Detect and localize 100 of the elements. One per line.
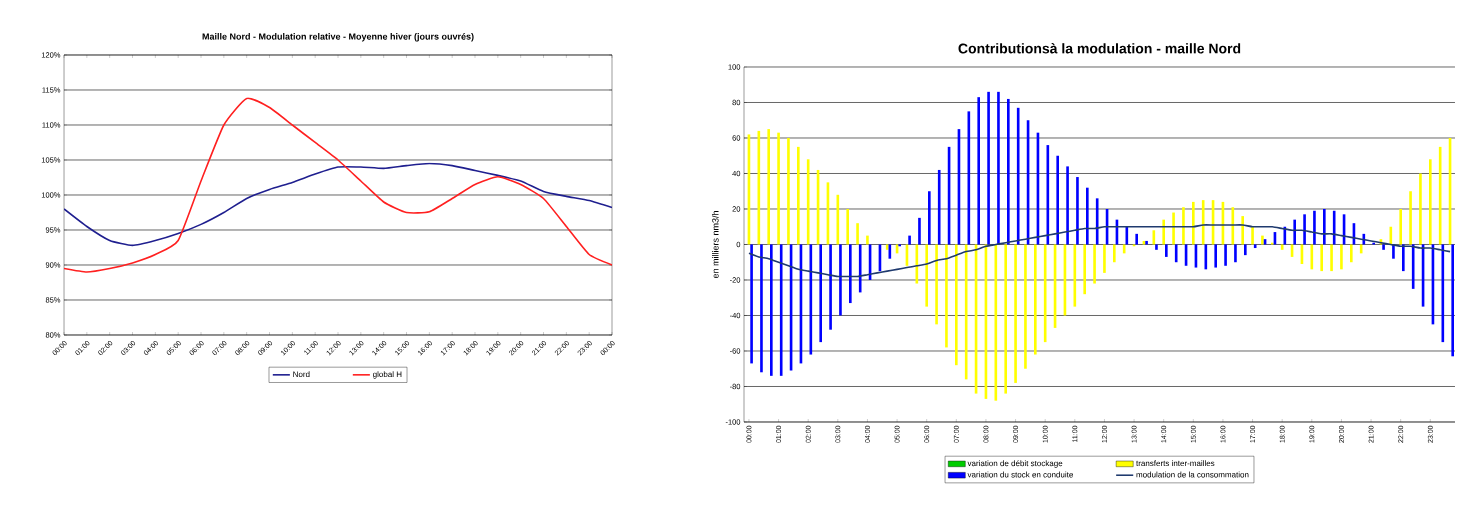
legend-label: modulation de la consommation <box>1136 471 1249 478</box>
bar <box>1441 244 1445 343</box>
bar <box>955 244 958 366</box>
bar <box>885 244 889 250</box>
bar <box>1313 210 1316 245</box>
bar <box>918 217 921 245</box>
bar <box>1231 207 1235 245</box>
bar <box>760 244 763 373</box>
bar <box>1214 244 1218 268</box>
bar <box>1182 207 1185 245</box>
y-axis-title: en milliers nm3/h <box>711 211 719 279</box>
bar <box>964 244 968 380</box>
bar <box>1451 244 1455 357</box>
bar <box>1399 208 1402 245</box>
bar <box>1083 244 1087 295</box>
bar <box>1330 244 1333 272</box>
bar <box>1076 177 1079 245</box>
bar <box>1024 244 1027 369</box>
bar <box>1043 244 1047 343</box>
bar <box>1103 244 1106 273</box>
bar <box>1093 244 1096 284</box>
bar <box>1224 244 1227 266</box>
bar <box>1251 226 1254 245</box>
bar <box>1419 173 1422 245</box>
bar <box>839 244 842 316</box>
bar <box>977 97 981 245</box>
bar <box>935 244 938 325</box>
bar <box>1066 166 1069 245</box>
legend-label: transferts inter-mailles <box>1136 460 1215 467</box>
bar <box>1244 244 1247 256</box>
bar <box>925 244 929 307</box>
bar <box>1332 210 1336 245</box>
legend-label: global H <box>373 371 402 379</box>
bar <box>777 132 780 245</box>
bar <box>1007 98 1010 245</box>
line-series <box>748 224 1451 278</box>
bar <box>1004 244 1008 394</box>
bar <box>1320 244 1323 272</box>
bar <box>1174 244 1178 263</box>
bar <box>849 244 852 304</box>
bar <box>928 191 931 245</box>
bar <box>1172 212 1175 245</box>
bar <box>779 244 783 376</box>
bar <box>866 235 869 245</box>
legend-label: variation de débit stockage <box>967 460 1063 468</box>
bar <box>908 235 911 245</box>
bar <box>1086 187 1089 245</box>
bar <box>1411 244 1415 289</box>
bar <box>858 244 862 293</box>
bar <box>829 244 832 330</box>
bar <box>770 244 773 376</box>
bar <box>1152 230 1156 245</box>
bar <box>1253 244 1257 249</box>
line-series <box>64 97 613 273</box>
bar <box>1014 244 1017 383</box>
bar <box>1340 244 1343 270</box>
bar <box>997 91 1000 245</box>
bar <box>1192 201 1195 245</box>
legend-label: Nord <box>293 371 310 378</box>
bar <box>1201 200 1205 245</box>
bar <box>1056 155 1060 245</box>
chart-title: Contributionsà la modulation - maille Nord <box>958 43 1241 54</box>
bar <box>1409 191 1412 245</box>
bar <box>1261 235 1264 245</box>
bar <box>846 208 850 245</box>
bar <box>1389 226 1393 245</box>
legend-label: variation du stock en conduite <box>967 471 1073 478</box>
bar <box>1310 244 1314 270</box>
bar <box>1293 219 1297 245</box>
bar <box>1280 244 1284 250</box>
bar <box>1402 244 1405 272</box>
bar <box>1428 159 1432 245</box>
bar <box>767 129 771 245</box>
bar <box>1135 233 1139 245</box>
bar <box>1095 198 1099 245</box>
bar <box>856 223 859 245</box>
bar <box>750 244 753 364</box>
bar <box>1162 219 1165 245</box>
bar <box>1323 208 1326 245</box>
bar <box>1234 244 1237 263</box>
bar <box>1113 244 1116 263</box>
bar <box>1155 244 1158 250</box>
bar <box>797 146 800 245</box>
bar <box>1349 244 1353 263</box>
bar <box>806 159 810 245</box>
bar <box>1016 107 1020 245</box>
bar <box>1073 244 1077 307</box>
bar <box>937 169 941 245</box>
bar <box>1382 244 1385 250</box>
bar <box>987 91 990 245</box>
bar <box>945 244 948 348</box>
chart-title: Maille Nord - Modulation relative - Moyenne hiver (jours ouvrés) <box>202 32 474 42</box>
bar <box>1122 244 1126 254</box>
bar <box>1303 214 1306 245</box>
line-series <box>64 162 613 247</box>
bar <box>1034 244 1037 355</box>
bar <box>1165 244 1168 257</box>
bar <box>1241 216 1244 245</box>
bar <box>787 137 790 245</box>
bar <box>819 244 823 343</box>
